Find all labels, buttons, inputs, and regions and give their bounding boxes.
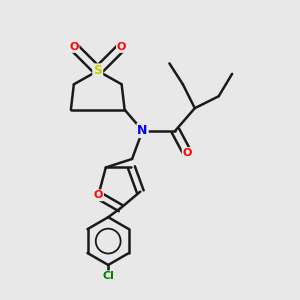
Text: O: O <box>183 148 192 158</box>
Text: O: O <box>69 42 79 52</box>
Text: O: O <box>94 190 103 200</box>
Text: O: O <box>117 42 126 52</box>
Text: S: S <box>93 64 102 77</box>
Text: Cl: Cl <box>102 271 114 281</box>
Text: N: N <box>137 124 148 137</box>
